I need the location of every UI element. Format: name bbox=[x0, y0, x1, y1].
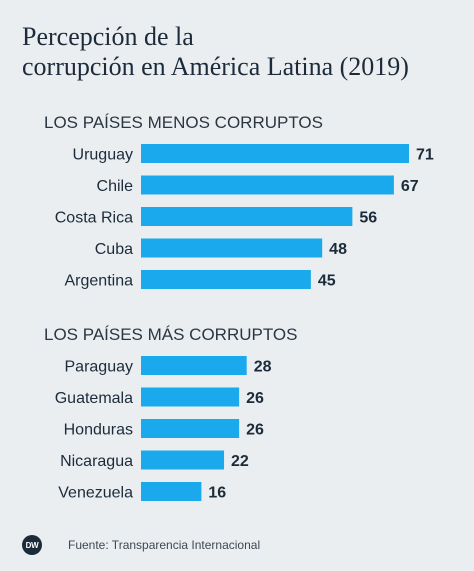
data-label: 16 bbox=[208, 485, 226, 502]
chart-title: Percepción de la corrupción en América L… bbox=[22, 22, 462, 82]
footer: DW Fuente: Transparencia Internacional bbox=[22, 534, 260, 556]
data-label: 71 bbox=[416, 147, 434, 164]
bar bbox=[141, 175, 394, 195]
bar bbox=[141, 419, 240, 438]
category-label: Paraguay bbox=[65, 359, 134, 376]
category-label: Venezuela bbox=[58, 485, 133, 502]
data-label: 28 bbox=[254, 359, 272, 376]
bar bbox=[141, 238, 323, 258]
data-label: 22 bbox=[231, 453, 249, 470]
bar bbox=[141, 450, 225, 470]
category-label: Costa Rica bbox=[55, 210, 133, 227]
bar-chart: LOS PAÍSES MENOS CORRUPTOS Uruguay 71 Chile… bbox=[44, 113, 434, 502]
category-label: Argentina bbox=[65, 273, 134, 290]
data-label: 45 bbox=[318, 273, 336, 290]
data-label: 26 bbox=[246, 422, 264, 439]
category-label: Honduras bbox=[64, 422, 133, 439]
bar bbox=[141, 144, 409, 163]
category-label: Cuba bbox=[95, 241, 133, 258]
data-label: 48 bbox=[329, 241, 347, 258]
category-label: Nicaragua bbox=[60, 453, 133, 470]
data-label: 67 bbox=[401, 178, 419, 195]
chart-title-line-2: corrupción en América Latina (2019) bbox=[22, 52, 409, 81]
bar bbox=[141, 207, 353, 226]
dw-logo: DW bbox=[22, 535, 42, 555]
data-label: 56 bbox=[359, 210, 377, 227]
chart-title-line-1: Percepción de la bbox=[22, 22, 194, 51]
section-title: LOS PAÍSES MENOS CORRUPTOS bbox=[44, 113, 323, 132]
bar bbox=[141, 270, 311, 289]
bar bbox=[141, 482, 202, 501]
source-note: Fuente: Transparencia Internacional bbox=[68, 538, 261, 552]
category-label: Uruguay bbox=[73, 147, 133, 164]
bar bbox=[141, 356, 247, 375]
section-title: LOS PAÍSES MÁS CORRUPTOS bbox=[44, 325, 298, 344]
category-label: Guatemala bbox=[55, 390, 133, 407]
category-label: Chile bbox=[97, 178, 134, 195]
data-label: 26 bbox=[246, 390, 264, 407]
bar bbox=[141, 387, 240, 407]
